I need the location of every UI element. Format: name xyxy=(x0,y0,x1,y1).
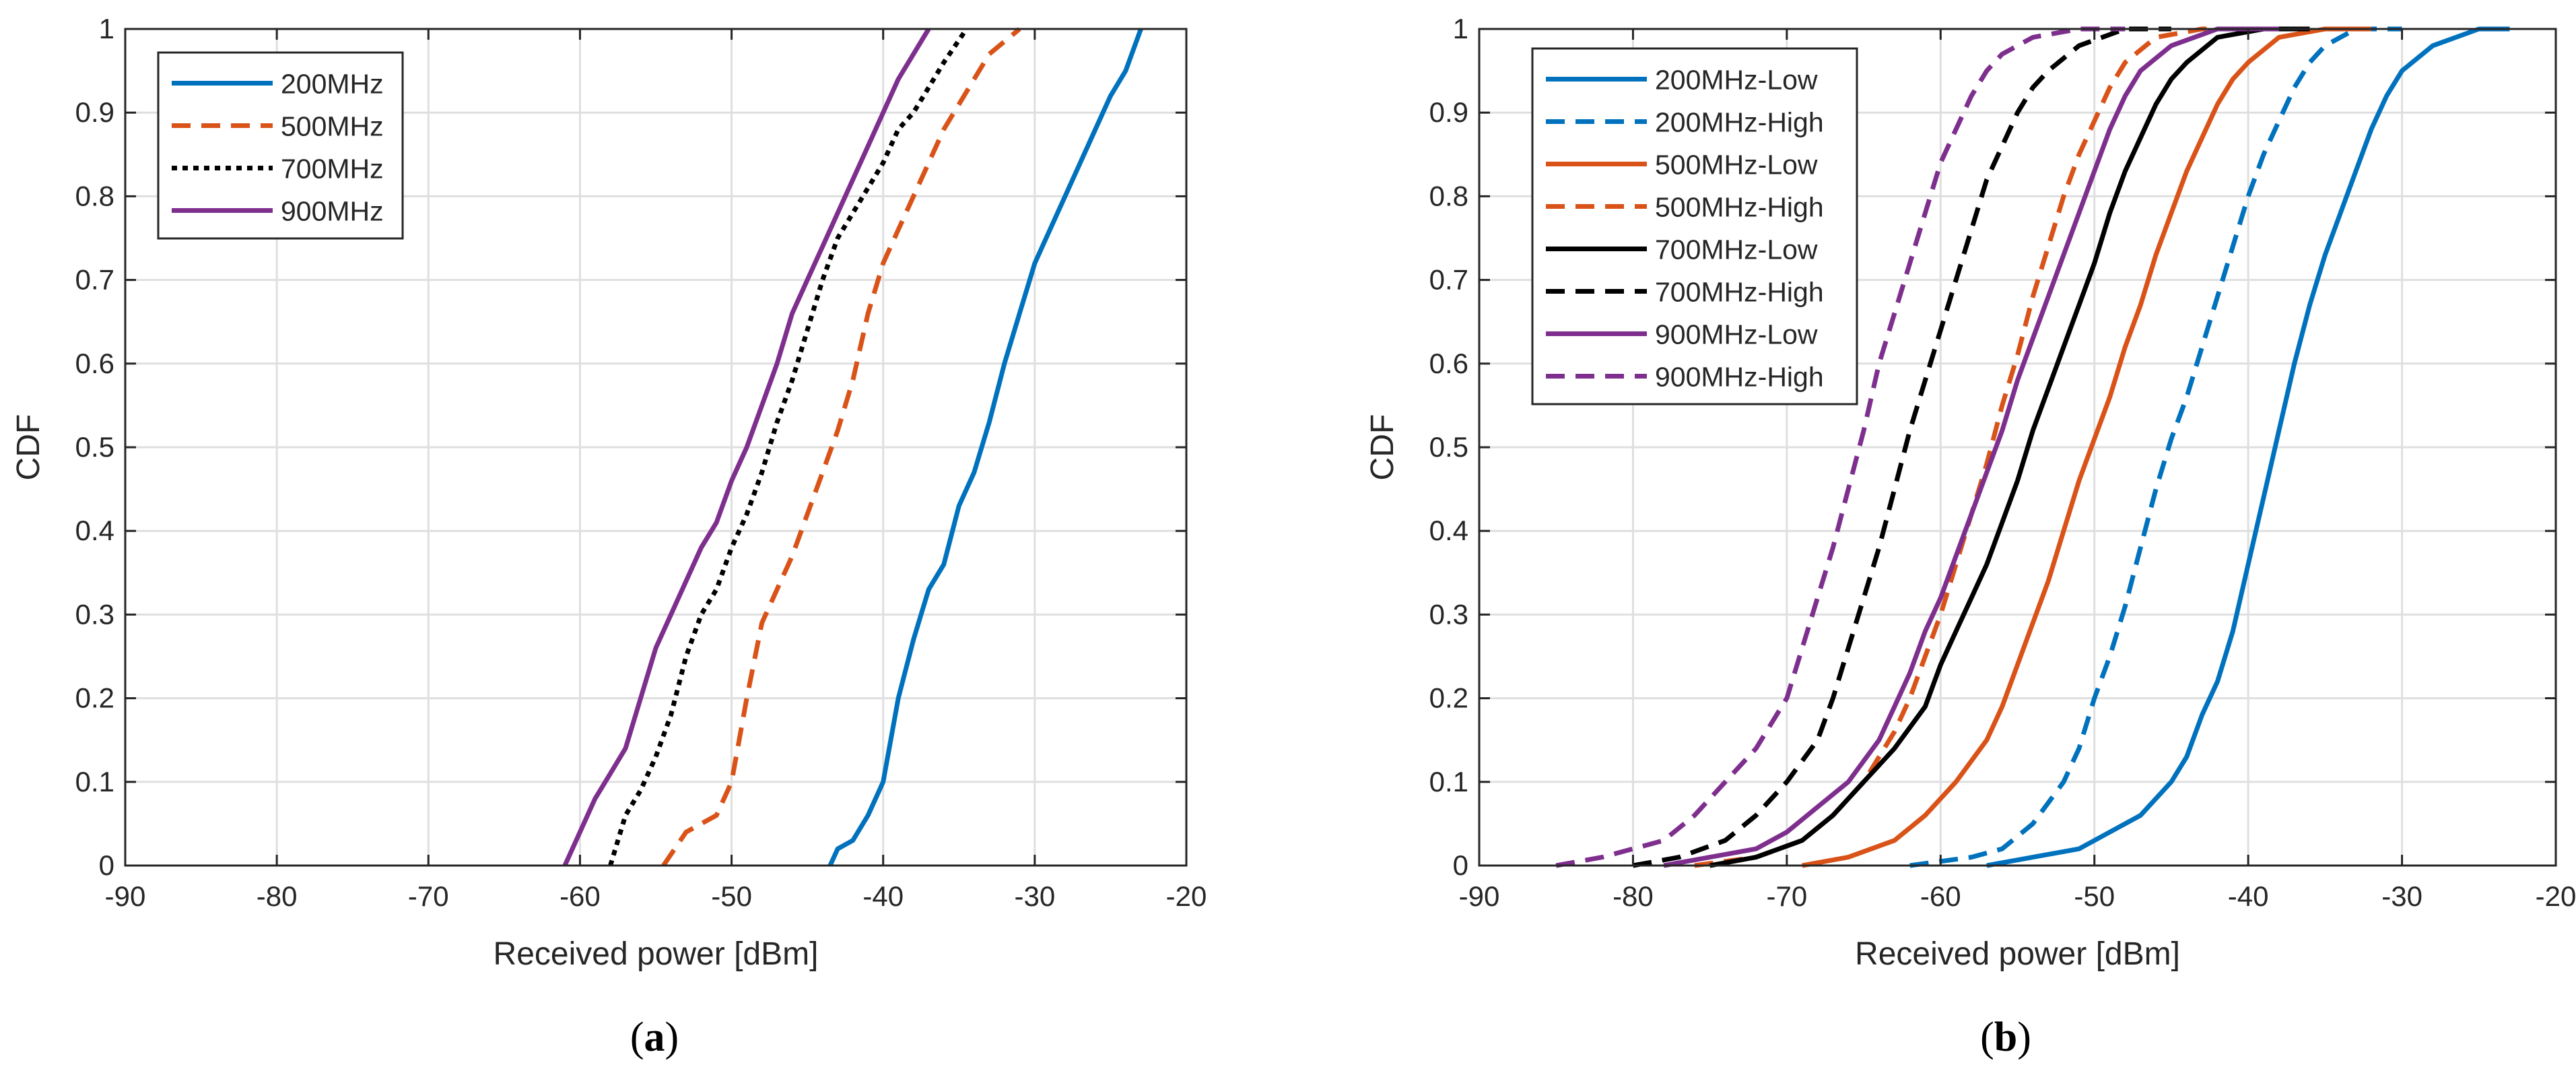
panel-b-xtick-label-2: -70 xyxy=(1767,880,1808,912)
panel-b-ytick-label-9: 0.9 xyxy=(1429,96,1468,128)
svg-text:(a): (a) xyxy=(630,1014,679,1060)
panel-b-legend-box xyxy=(1531,47,1858,405)
panel-b-xtick-label-5: -40 xyxy=(2228,880,2269,912)
panel-label-b: (b) xyxy=(1980,1014,2031,1060)
panel-b-ytick-label-3: 0.3 xyxy=(1429,598,1468,630)
panel-b-ytick-label-5: 0.5 xyxy=(1429,431,1468,463)
panel-a-xtick-label-7: -20 xyxy=(1166,880,1207,912)
panel-a-ytick-label-6: 0.6 xyxy=(75,348,114,379)
panel-a-series-line-0 xyxy=(827,28,1143,867)
panel-a-legend: 200MHz 500MHz 700MHz 900MHz xyxy=(157,51,404,240)
panel-a-legend-label-0: 200MHz xyxy=(281,69,384,100)
panel-b-series-lines xyxy=(1555,26,2510,868)
panel-b-series-line-7 xyxy=(1555,26,2126,868)
panel-a-series-line-3 xyxy=(562,28,931,867)
panel-a-series-line-1 xyxy=(661,27,1021,867)
panel-a-xtick-label-3: -60 xyxy=(560,880,601,912)
panel-a-ytick-label-4: 0.4 xyxy=(75,515,114,546)
svg-text:(b): (b) xyxy=(1980,1014,2031,1060)
panel-b-legend: 200MHz-Low 200MHz-High 500MHz-Low 500MHz-Hi… xyxy=(1531,47,1858,405)
panel-label-a-letter: a xyxy=(644,1014,665,1060)
panel-a-xtick-label-1: -80 xyxy=(257,880,298,912)
panel-a-series-lines xyxy=(562,27,1143,867)
panel-b-x-axis-label: Received power [dBm] xyxy=(1855,936,2180,972)
panel-b-ytick-label-4: 0.4 xyxy=(1429,515,1468,546)
panel-b-series-line-1 xyxy=(1909,26,2402,868)
panel-b-y-axis-label: CDF xyxy=(1365,414,1400,481)
chart-panel-a: -90 -80 -70 -60 -50 -40 -30 -20 0 0.1 0.2 0.3 0.4 0.5… xyxy=(11,13,1207,972)
panel-b-xtick-label-1: -80 xyxy=(1613,880,1654,912)
panel-a-series-line-2 xyxy=(608,28,969,867)
panel-a-ytick-label-0: 0 xyxy=(99,849,114,881)
panel-a-xtick-label-6: -30 xyxy=(1015,880,1056,912)
panel-b-ytick-label-8: 0.8 xyxy=(1429,180,1468,212)
panel-a-ytick-label-7: 0.7 xyxy=(75,264,114,296)
panel-a-ytick-label-10: 1 xyxy=(99,13,114,44)
panel-a-legend-label-3: 900MHz xyxy=(281,196,384,227)
panel-label-b-letter: b xyxy=(1994,1014,2017,1060)
panel-b-ytick-label-10: 1 xyxy=(1453,13,1468,44)
panel-a-xtick-label-2: -70 xyxy=(408,880,449,912)
panel-b-xtick-label-4: -50 xyxy=(2074,880,2115,912)
panel-b-series-line-2 xyxy=(1802,26,2371,868)
panel-a-xtick-label-0: -90 xyxy=(105,880,146,912)
panel-a-xtick-label-5: -40 xyxy=(862,880,904,912)
panel-b-ytick-label-1: 0.1 xyxy=(1429,766,1468,798)
panel-b-ytick-label-7: 0.7 xyxy=(1429,264,1468,296)
panel-b-legend-label-5: 700MHz-High xyxy=(1655,277,1824,308)
panel-a-y-axis-label: CDF xyxy=(11,414,46,481)
panel-a-ytick-label-9: 0.9 xyxy=(75,96,114,128)
panel-b-series-line-4 xyxy=(1709,26,2310,868)
panel-label-a: (a) xyxy=(630,1014,679,1060)
panel-b-ytick-label-0: 0 xyxy=(1453,849,1468,881)
panel-a-ytick-label-5: 0.5 xyxy=(75,431,114,463)
panel-b-xtick-label-7: -20 xyxy=(2536,880,2576,912)
panel-b-legend-label-2: 500MHz-Low xyxy=(1655,150,1818,181)
panel-b-legend-label-7: 900MHz-High xyxy=(1655,362,1824,393)
panel-b-ticks: -90 -80 -70 -60 -50 -40 -30 -20 0 0.1 0.2 0.3 0.4 0.5… xyxy=(1429,13,2576,912)
panel-a-xtick-label-4: -50 xyxy=(711,880,752,912)
panel-a-ytick-label-2: 0.2 xyxy=(75,682,114,714)
panel-b-legend-label-4: 700MHz-Low xyxy=(1655,234,1818,265)
panel-a-legend-label-1: 500MHz xyxy=(281,111,384,142)
panel-b-legend-label-0: 200MHz-Low xyxy=(1655,65,1818,96)
panel-b-xtick-label-6: -30 xyxy=(2381,880,2422,912)
panel-a-ytick-label-8: 0.8 xyxy=(75,180,114,212)
panel-b-legend-label-1: 200MHz-High xyxy=(1655,107,1824,138)
panel-b-legend-label-6: 900MHz-Low xyxy=(1655,319,1818,350)
panel-b-ytick-label-6: 0.6 xyxy=(1429,348,1468,379)
chart-panel-b: -90 -80 -70 -60 -50 -40 -30 -20 0 0.1 0.2 0.3 0.4 0.5… xyxy=(1365,13,2576,972)
panel-b-xtick-label-0: -90 xyxy=(1459,880,1500,912)
panel-a-ticks: -90 -80 -70 -60 -50 -40 -30 -20 0 0.1 0.2 0.3 0.4 0.5… xyxy=(75,13,1207,912)
panel-a-legend-label-2: 700MHz xyxy=(281,154,384,185)
panel-b-legend-label-3: 500MHz-High xyxy=(1655,192,1824,223)
panel-a-ytick-label-1: 0.1 xyxy=(75,766,114,798)
panel-b-series-line-0 xyxy=(1986,26,2510,868)
panel-a-x-axis-label: Received power [dBm] xyxy=(494,936,819,972)
panel-b-xtick-label-3: -60 xyxy=(1920,880,1961,912)
panel-b-ytick-label-2: 0.2 xyxy=(1429,682,1468,714)
panel-b-series-line-6 xyxy=(1663,26,2279,868)
panel-a-ytick-label-3: 0.3 xyxy=(75,598,114,630)
panel-b-series-line-5 xyxy=(1632,26,2171,868)
